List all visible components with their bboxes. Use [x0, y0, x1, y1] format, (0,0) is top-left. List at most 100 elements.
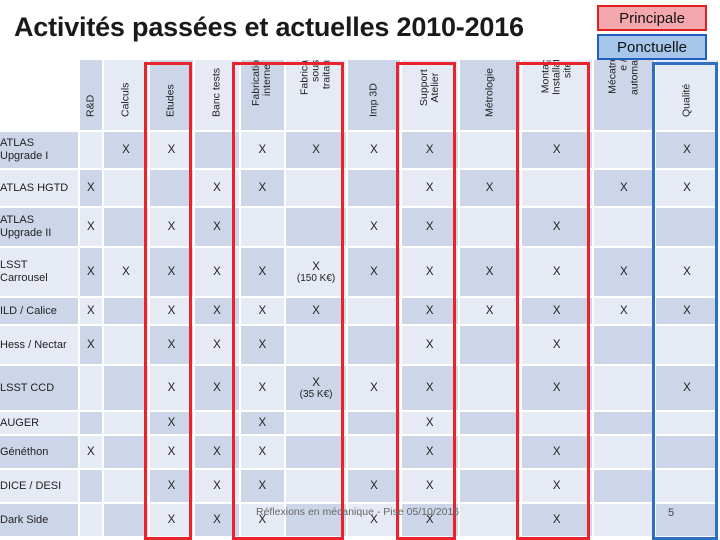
- matrix-cell: X: [103, 247, 150, 298]
- matrix-cell: X: [194, 469, 241, 504]
- matrix-cell: X: [103, 131, 150, 170]
- header-label: Métrologie: [483, 67, 496, 117]
- matrix-cell: [78, 131, 105, 170]
- matrix-cell: X: [194, 247, 241, 298]
- matrix-cell: X (35 K€): [285, 365, 349, 412]
- matrix-cell: X: [239, 411, 287, 436]
- matrix-cell: X: [78, 207, 105, 248]
- matrix-cell: [654, 325, 720, 366]
- matrix-cell: X: [148, 247, 196, 298]
- matrix-cell: [592, 469, 656, 504]
- matrix-cell: [654, 435, 720, 470]
- cell-mark: X: [552, 266, 561, 278]
- matrix-cell: X: [654, 131, 720, 170]
- header-etudes: Etudes: [148, 60, 196, 132]
- header-imp-3d: Imp 3D: [347, 60, 402, 132]
- matrix-cell: [458, 435, 522, 470]
- matrix-cell: X: [654, 297, 720, 326]
- matrix-cell: [592, 131, 656, 170]
- matrix-cell: X: [400, 365, 460, 412]
- matrix-cell: X: [148, 411, 196, 436]
- matrix-cell: X: [239, 435, 287, 470]
- cell-mark: X: [552, 446, 561, 458]
- row-label: ILD / Calice: [0, 297, 80, 326]
- cell-mark: X: [167, 266, 176, 278]
- matrix-cell: [103, 435, 150, 470]
- matrix-cell: X: [347, 207, 402, 248]
- cell-mark: X: [683, 382, 691, 394]
- cell-mark: X: [552, 514, 561, 526]
- matrix-cell: X: [239, 131, 287, 170]
- row-label: ATLAS HGTD: [0, 169, 80, 208]
- matrix-cell: X: [400, 469, 460, 504]
- cell-mark: X: [213, 480, 221, 492]
- matrix-cell: [347, 435, 402, 470]
- matrix-cell: [654, 411, 720, 436]
- cell-mark: X: [425, 144, 434, 156]
- matrix-cell: X: [520, 435, 594, 470]
- cell-mark: X: [167, 144, 176, 156]
- cell-mark: X: [425, 339, 434, 351]
- matrix-cell: [285, 169, 349, 208]
- matrix-cell: [654, 469, 720, 504]
- matrix-cell: X: [400, 435, 460, 470]
- cell-mark: X: [425, 480, 434, 492]
- matrix-cell: [285, 469, 349, 504]
- cell-mark: X: [213, 221, 221, 233]
- matrix-cell: X: [194, 297, 241, 326]
- matrix-cell: X: [400, 325, 460, 366]
- row-label: AUGER: [0, 411, 80, 436]
- matrix-cell: X: [194, 325, 241, 366]
- header-corner: [0, 60, 80, 132]
- matrix-cell: X: [520, 247, 594, 298]
- matrix-cell: X: [239, 169, 287, 208]
- matrix-cell: [654, 503, 720, 538]
- cell-mark: X: [258, 339, 267, 351]
- header-qualite: Qualité: [654, 60, 720, 132]
- matrix-cell: X: [148, 325, 196, 366]
- legend-principal: Principale: [597, 5, 707, 31]
- matrix-cell: X: [520, 503, 594, 538]
- table-row: Dark Side X X X X X X: [0, 503, 720, 538]
- matrix-cell: [592, 325, 656, 366]
- matrix-cell: [103, 169, 150, 208]
- matrix-cell: X: [654, 247, 720, 298]
- header-support-atelier: Support Atelier: [400, 60, 460, 132]
- matrix-cell: X: [239, 325, 287, 366]
- cell-mark: X: [370, 221, 378, 233]
- cell-mark: X: [167, 514, 176, 526]
- matrix-cell: [78, 365, 105, 412]
- matrix-cell: [458, 469, 522, 504]
- header-fabrication-interne: Fabrication interne: [239, 60, 287, 132]
- matrix-cell: [347, 325, 402, 366]
- cell-mark: X: [167, 417, 176, 429]
- header-label: Atelier: [428, 72, 441, 103]
- header-montage: Montage / Installation site: [520, 60, 594, 132]
- header-label: Etudes: [164, 84, 177, 117]
- footer-text: Réflexions en mécanique - Pise 05/10/201…: [256, 506, 460, 518]
- cell-mark: X: [167, 339, 176, 351]
- matrix-cell: [347, 411, 402, 436]
- matrix-cell: X: [239, 297, 287, 326]
- table-row: LSST CCD X X X X (35 K€) X X X X: [0, 365, 720, 412]
- cell-mark: X: [167, 382, 176, 394]
- cell-mark: X: [167, 221, 176, 233]
- cell-mark: X: [213, 305, 221, 317]
- matrix-cell: X: [458, 169, 522, 208]
- header-label: interne: [261, 63, 274, 97]
- matrix-cell: [285, 503, 349, 538]
- cell-mark: X: [258, 446, 267, 458]
- cell-mark: X: [87, 339, 95, 351]
- matrix-cell: X: [148, 131, 196, 170]
- table-row: ILD / Calice X X X X X X X X X X: [0, 297, 720, 326]
- cell-mark: X: [312, 260, 320, 273]
- cell-mark: X: [683, 182, 691, 194]
- matrix-cell: [347, 297, 402, 326]
- cell-mark: X: [258, 182, 267, 194]
- matrix-cell: [78, 503, 105, 538]
- header-row: R&D Calculs Etudes Banc tests Fabricatio…: [0, 60, 720, 132]
- matrix-cell: X: [347, 131, 402, 170]
- header-label: Imp 3D: [367, 83, 380, 117]
- matrix-cell: X: [400, 503, 460, 538]
- matrix-cell: X: [400, 297, 460, 326]
